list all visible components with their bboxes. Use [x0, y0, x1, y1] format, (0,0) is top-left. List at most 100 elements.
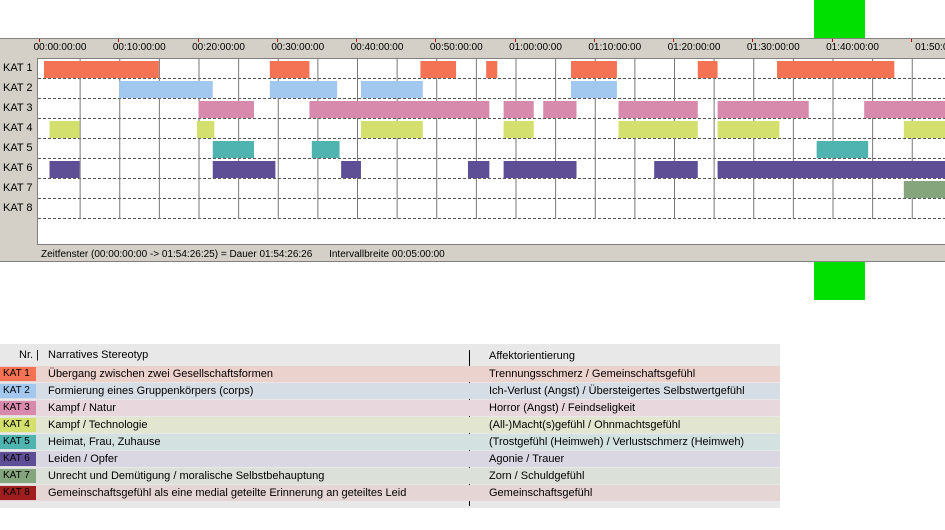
tick-mark [514, 39, 516, 42]
tick-label: 00:20:00:00 [192, 42, 245, 53]
legend-row-kat-4: KAT 4 Kampf / Technologie (All-)Macht(s)ge… [0, 417, 780, 433]
segment-kat-2[interactable] [570, 81, 617, 98]
tick-label: 00:10:00:00 [112, 42, 166, 53]
segment-kat-1[interactable] [697, 61, 718, 78]
legend-row-kat-6: KAT 6 Leiden / Opfer Agonie / Trauer [0, 451, 780, 467]
segment-kat-5[interactable] [311, 141, 340, 158]
tick-mark [39, 39, 40, 42]
tick-mark [673, 39, 674, 42]
legend-affekt: Trennungsschmerz / Gemeinschaftsgefühl [489, 368, 696, 380]
legend-stereotyp: Formierung eines Gruppenkörpers (corps) [48, 385, 254, 397]
row-label-kat-4: KAT 4 [3, 122, 33, 134]
segment-kat-3[interactable] [543, 101, 577, 118]
segment-kat-3[interactable] [198, 101, 254, 118]
segment-kat-6[interactable] [49, 161, 80, 178]
legend-header-nr: Nr. | [19, 349, 39, 361]
tick-label: 00:30:00:00 [271, 42, 325, 53]
tick-mark [593, 39, 595, 42]
legend-tag: KAT 1 [0, 367, 36, 381]
segment-kat-1[interactable] [777, 61, 895, 78]
timeline-panel: 00:00:00:00 00:10:00:00 00:20:00:00 00:30:0… [0, 38, 945, 262]
legend-tag: KAT 2 [0, 384, 36, 398]
legend-tag: KAT 7 [0, 469, 36, 483]
tick-mark [118, 39, 120, 42]
legend-stereotyp: Leiden / Opfer [48, 453, 118, 465]
legend-stereotyp: Heimat, Frau, Zuhause [48, 436, 161, 448]
tick-label: 00:50:00:00 [429, 42, 483, 53]
legend-stereotyp: Gemeinschaftsgefühl als eine medial gete… [48, 487, 407, 499]
segment-kat-4[interactable] [717, 121, 780, 138]
tick-label: 01:10:00:00 [588, 42, 642, 53]
segment-kat-2[interactable] [119, 81, 213, 98]
tick-label: 01:20:00:00 [667, 42, 721, 53]
segment-kat-6[interactable] [717, 161, 945, 178]
segment-kat-4[interactable] [196, 121, 215, 138]
segment-kat-6[interactable] [503, 161, 577, 178]
segment-kat-6[interactable] [212, 161, 276, 178]
legend-row-kat-1: KAT 1 Übergang zwischen zwei Gesellschaft… [0, 366, 780, 382]
segment-kat-2[interactable] [360, 81, 423, 98]
segment-kat-4[interactable] [503, 121, 534, 138]
segment-kat-1[interactable] [420, 61, 457, 78]
legend-tag: KAT 8 [0, 486, 36, 500]
legend-affekt: Gemeinschaftsgefühl [489, 487, 593, 499]
status-bar: Zeitfenster (00:00:00:00 -> 01:54:26:25)… [37, 244, 945, 263]
segment-kat-3[interactable] [503, 101, 534, 118]
category-row-labels: KAT 1 KAT 2 KAT 3 KAT 4 KAT 5 KAT 6 KAT 7 KAT 8 [0, 58, 36, 244]
segment-kat-4[interactable] [618, 121, 698, 138]
timeline-track[interactable] [37, 58, 945, 244]
segment-kat-3[interactable] [864, 101, 945, 118]
legend-tag: KAT 3 [0, 401, 36, 415]
legend-affekt: Agonie / Trauer [489, 453, 565, 465]
legend-row-kat-7: KAT 7 Unrecht und Demütigung / moralische… [0, 468, 780, 484]
row-label-kat-7: KAT 7 [3, 182, 33, 194]
segment-kat-5[interactable] [816, 141, 869, 158]
tick-label: 00:40:00:00 [350, 42, 404, 53]
status-window: Zeitfenster (00:00:00:00 -> 01:54:26:25)… [41, 249, 313, 260]
segment-kat-6[interactable] [654, 161, 698, 178]
segment-kat-4[interactable] [903, 121, 945, 138]
row-label-kat-2: KAT 2 [3, 82, 33, 94]
legend-stereotyp: Kampf / Natur [48, 402, 116, 414]
row-label-kat-1: KAT 1 [3, 62, 33, 74]
legend-affekt: Ich-Verlust (Angst) / Übersteigertes Sel… [489, 385, 745, 397]
time-ruler[interactable]: 00:00:00:00 00:10:00:00 00:20:00:00 00:30:0… [33, 39, 945, 58]
segment-kat-3[interactable] [717, 101, 809, 118]
segment-kat-3[interactable] [309, 101, 490, 118]
segment-kat-4[interactable] [360, 121, 423, 138]
legend-tag: KAT 5 [0, 435, 36, 449]
legend-tag: KAT 6 [0, 452, 36, 466]
tick-label: 01:30:00:00 [746, 42, 800, 53]
segment-kat-6[interactable] [467, 161, 490, 178]
legend-stereotyp: Kampf / Technologie [48, 419, 148, 431]
row-label-kat-6: KAT 6 [3, 162, 33, 174]
segment-kat-1[interactable] [269, 61, 310, 78]
tick-mark [276, 39, 278, 42]
segment-kat-1[interactable] [570, 61, 617, 78]
legend-table: Nr. | Narratives Stereotyp Affektorienti… [0, 344, 780, 508]
row-label-kat-5: KAT 5 [3, 142, 33, 154]
legend-stereotyp: Unrecht und Demütigung / moralische Selb… [48, 470, 325, 482]
legend-row-kat-8: KAT 8 Gemeinschaftsgefühl als eine medial… [0, 485, 780, 501]
tick-label: 00:00:00:00 [33, 42, 87, 53]
tick-mark [197, 39, 199, 42]
segment-kat-2[interactable] [269, 81, 338, 98]
segment-kat-4[interactable] [49, 121, 80, 138]
segment-kat-6[interactable] [341, 161, 361, 178]
legend-row-kat-3: KAT 3 Kampf / Natur Horror (Angst) / Feind… [0, 400, 780, 416]
tick-mark [356, 39, 357, 42]
tick-mark [831, 39, 833, 42]
segment-kat-1[interactable] [486, 61, 498, 78]
segment-kat-5[interactable] [212, 141, 254, 158]
tick-label: 01:00:00:00 [509, 42, 562, 53]
row-label-kat-8: KAT 8 [3, 202, 33, 214]
segment-kat-7[interactable] [903, 181, 945, 198]
tick-label: 01:50:0 [915, 42, 945, 53]
legend-header-stereotyp: Narratives Stereotyp [48, 349, 149, 361]
legend-header-affekt: Affektorientierung [489, 350, 576, 362]
segment-kat-1[interactable] [43, 61, 159, 78]
legend-row-kat-2: KAT 2 Formierung eines Gruppenkörpers (co… [0, 383, 780, 399]
segment-kat-3[interactable] [618, 101, 698, 118]
legend-affekt: Horror (Angst) / Feindseligkeit [489, 402, 636, 414]
tick-mark [910, 39, 912, 42]
